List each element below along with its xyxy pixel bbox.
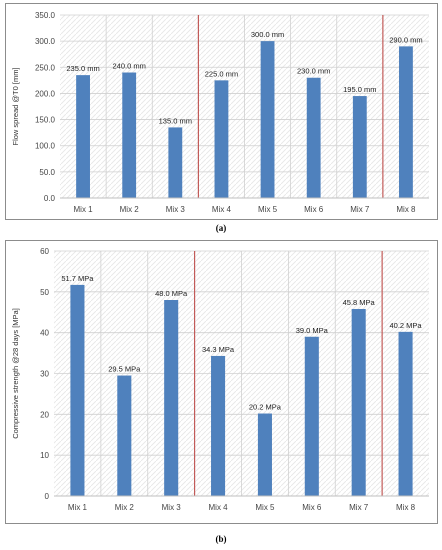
y-tick-label: 300.0 — [35, 37, 56, 46]
x-tick-label: Mix 4 — [209, 503, 229, 512]
flow-spread-chart: 0.0 50.0 100.0 150.0 200.0 250.0 300.0 350.0 235… — [11, 11, 429, 214]
y-tick-label: 20 — [40, 410, 49, 419]
bar — [211, 355, 226, 496]
x-tick-label: Mix 6 — [302, 503, 322, 512]
caption-a: (a) — [215, 223, 227, 233]
bar — [214, 80, 229, 198]
bar — [257, 413, 272, 496]
bar — [398, 331, 413, 496]
y-axis-label: Compressive strength @28 days [MPa] — [11, 308, 20, 439]
x-tick-label: Mix 1 — [68, 503, 88, 512]
y-tick-label: 40 — [40, 329, 49, 338]
x-tick-label: Mix 7 — [350, 205, 370, 214]
x-tick-label: Mix 8 — [396, 503, 416, 512]
bar — [306, 77, 321, 198]
y-tick-label: 100.0 — [35, 142, 56, 151]
data-label: 300.0 mm — [251, 30, 284, 39]
data-label: 20.2 MPa — [249, 403, 282, 412]
bar — [122, 72, 137, 198]
bar — [352, 96, 367, 198]
x-tick-label: Mix 8 — [396, 205, 416, 214]
chart-panel-a: 0.0 50.0 100.0 150.0 200.0 250.0 300.0 350.0 235… — [5, 3, 438, 220]
data-label: 39.0 MPa — [296, 326, 329, 335]
x-tick-label: Mix 6 — [304, 205, 324, 214]
bar — [70, 284, 85, 496]
chart-panel-b: 0 10 20 30 40 50 60 51.7 MPa Mix 1 29.5 MPa Mix 2 4… — [5, 240, 438, 524]
y-tick-label: 350.0 — [35, 11, 56, 20]
x-tick-label: Mix 7 — [349, 503, 369, 512]
y-tick-label: 0.0 — [44, 194, 56, 203]
data-label: 40.2 MPa — [390, 321, 423, 330]
data-label: 230.0 mm — [297, 67, 330, 76]
y-tick-label: 50 — [40, 288, 49, 297]
x-tick-label: Mix 3 — [166, 205, 186, 214]
data-label: 235.0 mm — [66, 64, 99, 73]
x-tick-label: Mix 2 — [115, 503, 135, 512]
bar — [164, 300, 179, 496]
y-tick-label: 60 — [40, 247, 49, 256]
bar — [399, 46, 413, 198]
data-label: 45.8 MPa — [343, 298, 376, 307]
data-label: 135.0 mm — [159, 116, 192, 125]
data-label: 195.0 mm — [343, 85, 376, 94]
data-label: 29.5 MPa — [108, 365, 141, 374]
x-tick-label: Mix 2 — [120, 205, 140, 214]
data-label: 51.7 MPa — [61, 274, 94, 283]
y-tick-label: 150.0 — [35, 116, 56, 125]
y-tick-label: 0 — [45, 492, 50, 501]
y-axis-label: Flow spread @T0 [mm] — [11, 67, 20, 145]
x-tick-label: Mix 5 — [255, 503, 275, 512]
y-tick-label: 30 — [40, 370, 49, 379]
x-tick-label: Mix 5 — [258, 205, 278, 214]
compressive-strength-chart: 0 10 20 30 40 50 60 51.7 MPa Mix 1 29.5 MPa Mix 2 4… — [11, 247, 429, 512]
y-tick-label: 10 — [40, 451, 49, 460]
caption-b: (b) — [215, 534, 227, 544]
bar — [304, 336, 319, 496]
y-tick-label: 250.0 — [35, 63, 56, 72]
bar — [168, 127, 183, 198]
y-tick-label: 50.0 — [39, 168, 55, 177]
data-label: 240.0 mm — [113, 62, 146, 71]
bar — [117, 375, 132, 496]
data-label: 34.3 MPa — [202, 345, 235, 354]
bar — [260, 41, 275, 199]
x-tick-label: Mix 3 — [162, 503, 182, 512]
data-label: 48.0 MPa — [155, 289, 188, 298]
bar — [351, 308, 366, 496]
data-label: 225.0 mm — [205, 69, 238, 78]
bar — [76, 75, 90, 198]
y-tick-label: 200.0 — [35, 89, 56, 98]
x-tick-label: Mix 1 — [74, 205, 94, 214]
x-tick-label: Mix 4 — [212, 205, 232, 214]
data-label: 290.0 mm — [389, 35, 422, 44]
